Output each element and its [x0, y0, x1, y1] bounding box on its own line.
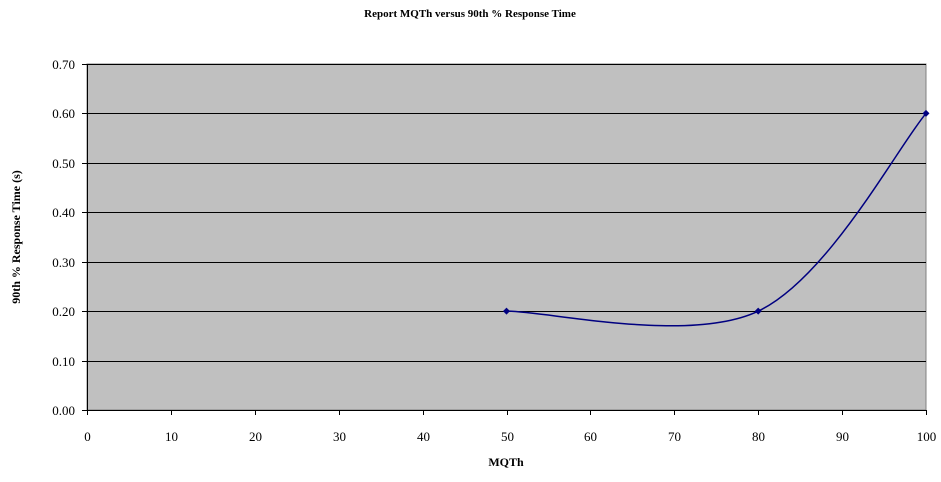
plot-area: [86, 63, 927, 411]
x-tick-label: 90: [836, 429, 849, 444]
x-tick-label: 60: [584, 429, 597, 444]
x-axis-title: MQTh: [488, 455, 524, 469]
series-layer: [503, 109, 930, 327]
x-tick-label: 80: [752, 429, 765, 444]
y-axis-title: 90th % Response Time (s): [9, 170, 23, 304]
y-tick-label: 0.70: [52, 57, 75, 72]
y-tick-label: 0.50: [52, 156, 75, 171]
data-point: [754, 307, 762, 315]
y-tick-label: 0.00: [52, 403, 75, 418]
x-tick-label: 100: [917, 429, 937, 444]
axes: 0.00 0.10 0.20 0.30 0.40 0.50 0.60 0.70 0 10 20 30 4…: [52, 57, 936, 444]
x-tick-label: 20: [249, 429, 262, 444]
gridlines: [87, 64, 926, 362]
x-tick-label: 50: [501, 429, 514, 444]
chart-title: Report MQTh versus 90th % Response Time: [364, 8, 576, 20]
data-point: [922, 109, 930, 117]
x-tick-label: 70: [668, 429, 681, 444]
x-tick-label: 40: [417, 429, 430, 444]
y-tick-label: 0.40: [52, 205, 75, 220]
y-tick-label: 0.20: [52, 304, 75, 319]
x-tick-label: 30: [333, 429, 346, 444]
x-tick-label: 10: [165, 429, 178, 444]
y-tick-label: 0.60: [52, 106, 75, 121]
x-tick-label: 0: [84, 429, 91, 444]
y-tick-label: 0.10: [52, 354, 75, 369]
y-tick-label: 0.30: [52, 255, 75, 270]
data-point: [503, 307, 510, 315]
